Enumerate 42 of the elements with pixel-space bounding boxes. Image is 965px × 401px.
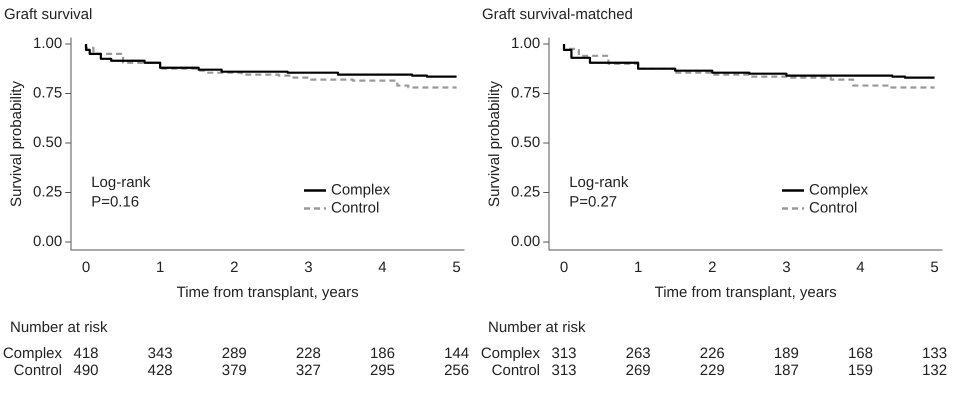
y-tick-label: 1.00 [510,35,540,52]
text: Complex 418 343 289 228 186 144 [2,345,470,362]
x-tick-label: 4 [856,259,865,276]
x-tick-label: 3 [782,259,791,276]
y-tick-label: 0.75 [510,84,540,102]
chart-title: Graft survival-matched [482,6,633,24]
x-tick-label: 0 [82,259,90,276]
x-tick-label: 0 [560,259,568,276]
x-tick-label: 1 [156,259,164,276]
x-axis-title: Time from transplant, years [176,284,359,302]
text: Number at risk [488,319,586,336]
annotation: Log-rank [91,174,151,191]
legend-label: Complex [331,182,391,199]
x-tick-label: 4 [378,259,387,276]
y-tick-label: 0.50 [510,134,540,152]
y-tick-label: 0.75 [32,84,62,102]
text: Complex 313 263 226 189 168 133 [480,345,948,362]
text: Number at risk [10,319,108,336]
annotation: P=0.27 [569,194,618,211]
y-tick-label: 0.00 [32,233,62,250]
y-tick-label: 0.50 [32,134,62,152]
x-axis-title: Time from transplant, years [654,284,837,302]
text: Control 313 269 229 187 159 132 [492,362,948,380]
x-tick-label: 5 [930,259,939,276]
legend-label: Control [331,200,380,217]
y-tick-label: 0.00 [510,233,540,250]
x-tick-label: 2 [708,259,716,276]
y-tick-label: 0.25 [510,184,540,201]
x-tick-label: 1 [634,259,642,276]
y-tick-label: 1.00 [32,35,62,52]
x-tick-label: 3 [304,259,313,276]
x-tick-label: 5 [452,259,461,276]
annotation: Log-rank [569,174,629,191]
y-axis-title: Survival probability [8,80,26,207]
y-tick-label: 0.25 [32,184,62,201]
legend-label: Complex [809,182,869,199]
y-axis-title: Survival probability [486,80,504,207]
legend-label: Control [809,200,858,217]
chart-title: Graft survival [4,6,92,24]
annotation: P=0.16 [91,194,140,211]
text: Control 490 428 379 327 295 256 [14,362,470,380]
x-tick-label: 2 [230,259,238,276]
